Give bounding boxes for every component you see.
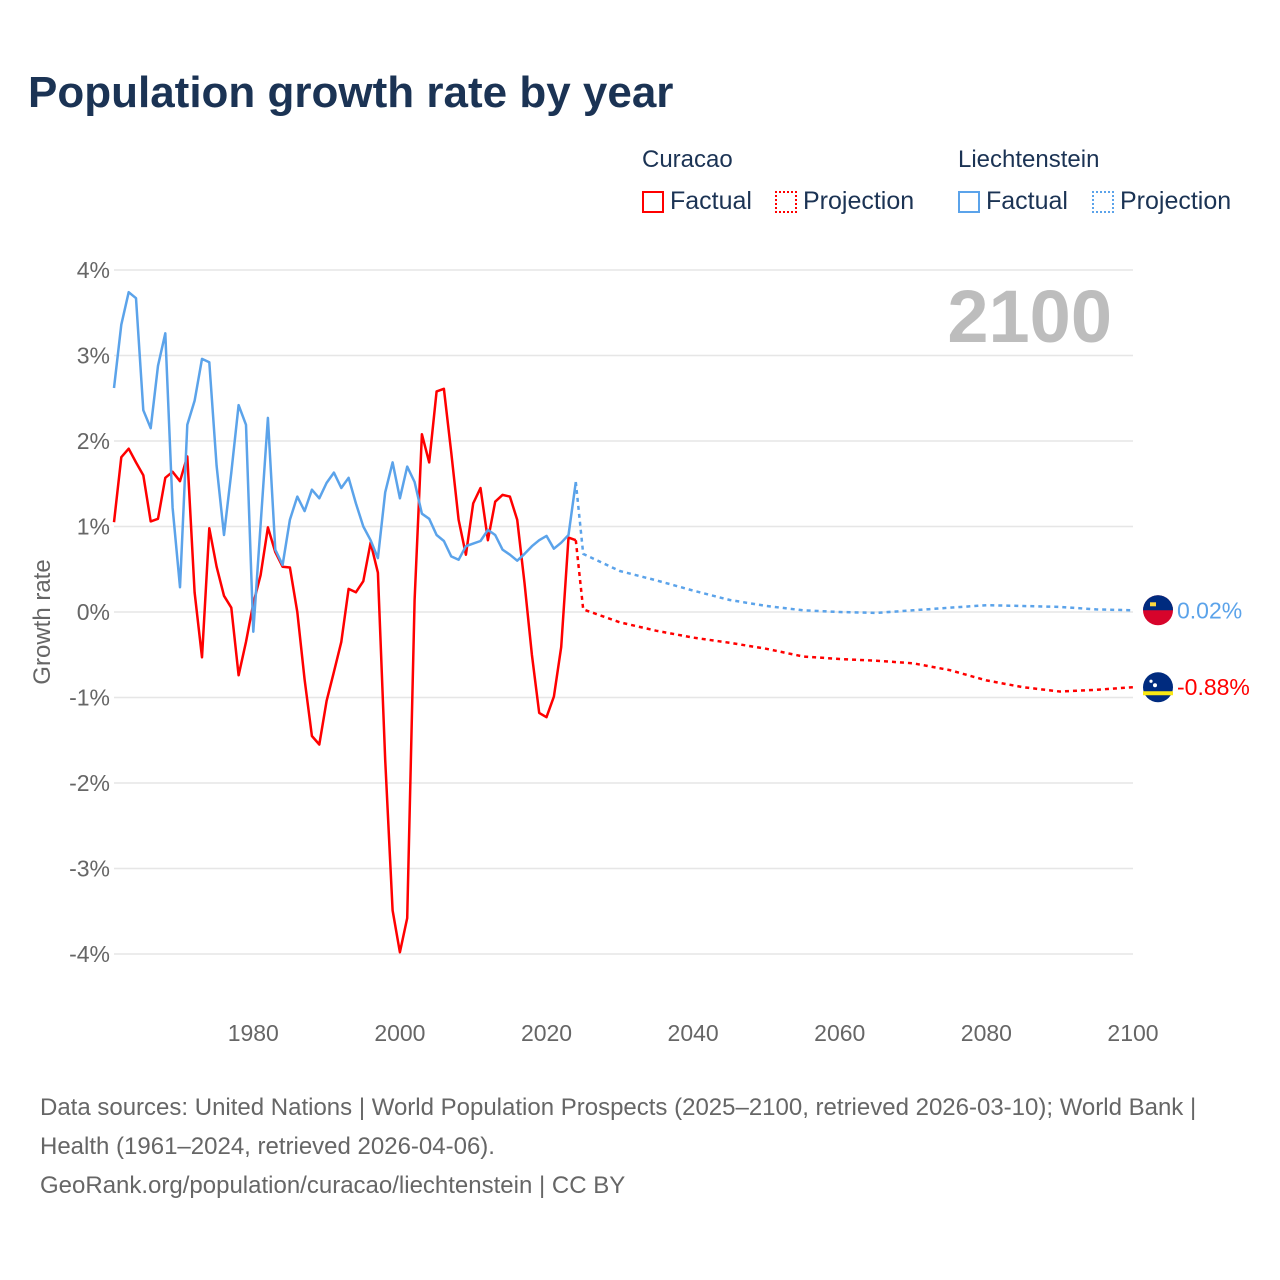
x-tick-label: 2040 [668,1020,719,1046]
plot-area: 4% 3% 2% 1% 0% -1% -2% -3% -4% 1980 2000 2020 2040 20… [29,257,1250,1046]
legend-label: Projection [803,187,915,215]
series-liechtenstein-factual [112,290,578,633]
star-icon [1149,679,1153,683]
legend-curacao-factual[interactable]: Factual [642,187,752,216]
legend-group-title-curacao: Curacao [642,146,733,173]
chart-title: Population growth rate by year [28,68,674,117]
y-tick-label: -4% [69,941,110,967]
y-axis-label: Growth rate [29,559,56,684]
y-tick-label: 0% [77,599,110,625]
y-tick-label: 2% [77,428,110,454]
x-tick-label: 2080 [961,1020,1012,1046]
series-liechtenstein-projection [574,481,1134,615]
x-tick-label: 2020 [521,1020,572,1046]
series-curacao-factual [112,387,577,954]
legend-liechtenstein-projection[interactable]: Projection [1092,187,1231,216]
y-tick-label: 1% [77,514,110,540]
legend-swatch [958,191,980,213]
y-tick-label: -2% [69,770,110,796]
x-tick-label: 2000 [374,1020,425,1046]
legend-swatch [642,191,664,213]
year-badge: 2100 [947,275,1112,358]
flag-top [1143,595,1173,611]
legend-label: Projection [1120,187,1232,215]
end-value-label: -0.88% [1177,674,1250,700]
crown-icon [1150,602,1156,607]
footer-link[interactable]: GeoRank.org/population/curacao/liechtens… [40,1172,626,1199]
legend-label: Factual [986,187,1068,215]
flag-stripe [1143,691,1173,696]
x-tick-label: 2060 [814,1020,865,1046]
star-icon [1153,683,1157,688]
legend-swatch [775,191,797,213]
legend-swatch [1092,191,1114,213]
flag-curacao-icon [1143,672,1173,703]
legend-liechtenstein-factual[interactable]: Factual [958,187,1068,216]
legend-curacao-projection[interactable]: Projection [775,187,914,216]
end-value-label: 0.02% [1177,597,1242,623]
y-tick-label: -1% [69,685,110,711]
y-tick-label: -3% [69,856,110,882]
flag-liechtenstein-icon [1143,595,1173,626]
legend-label: Factual [670,187,752,215]
footer-sources: Data sources: United Nations | World Pop… [40,1094,1197,1160]
x-tick-label: 1980 [228,1020,279,1046]
series-curacao-projection [574,540,1134,693]
y-tick-label: 4% [77,257,110,283]
x-tick-label: 2100 [1107,1020,1158,1046]
footer: Data sources: United Nations | World Pop… [40,1088,1240,1205]
flag-field [1143,672,1173,703]
y-tick-label: 3% [77,343,110,369]
legend-group-title-liechtenstein: Liechtenstein [958,146,1100,173]
